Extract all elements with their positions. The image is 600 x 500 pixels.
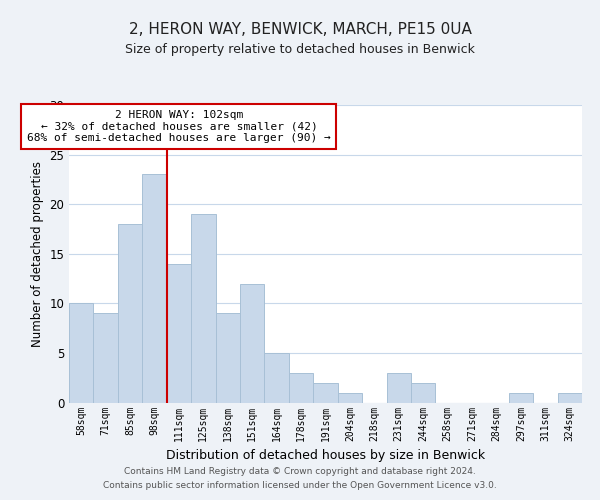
Text: 2, HERON WAY, BENWICK, MARCH, PE15 0UA: 2, HERON WAY, BENWICK, MARCH, PE15 0UA xyxy=(128,22,472,38)
Bar xyxy=(191,214,215,402)
Bar xyxy=(509,392,533,402)
Text: Contains public sector information licensed under the Open Government Licence v3: Contains public sector information licen… xyxy=(103,480,497,490)
Text: Contains HM Land Registry data © Crown copyright and database right 2024.: Contains HM Land Registry data © Crown c… xyxy=(124,466,476,475)
Bar xyxy=(215,313,240,402)
Bar xyxy=(386,373,411,402)
X-axis label: Distribution of detached houses by size in Benwick: Distribution of detached houses by size … xyxy=(166,449,485,462)
Bar xyxy=(338,392,362,402)
Bar xyxy=(289,373,313,402)
Bar xyxy=(142,174,167,402)
Bar xyxy=(265,353,289,403)
Bar xyxy=(411,382,436,402)
Text: Size of property relative to detached houses in Benwick: Size of property relative to detached ho… xyxy=(125,42,475,56)
Bar xyxy=(313,382,338,402)
Bar xyxy=(94,313,118,402)
Bar xyxy=(69,304,94,402)
Bar xyxy=(240,284,265,403)
Y-axis label: Number of detached properties: Number of detached properties xyxy=(31,161,44,347)
Text: 2 HERON WAY: 102sqm
← 32% of detached houses are smaller (42)
68% of semi-detach: 2 HERON WAY: 102sqm ← 32% of detached ho… xyxy=(27,110,331,143)
Bar xyxy=(557,392,582,402)
Bar xyxy=(167,264,191,402)
Bar xyxy=(118,224,142,402)
